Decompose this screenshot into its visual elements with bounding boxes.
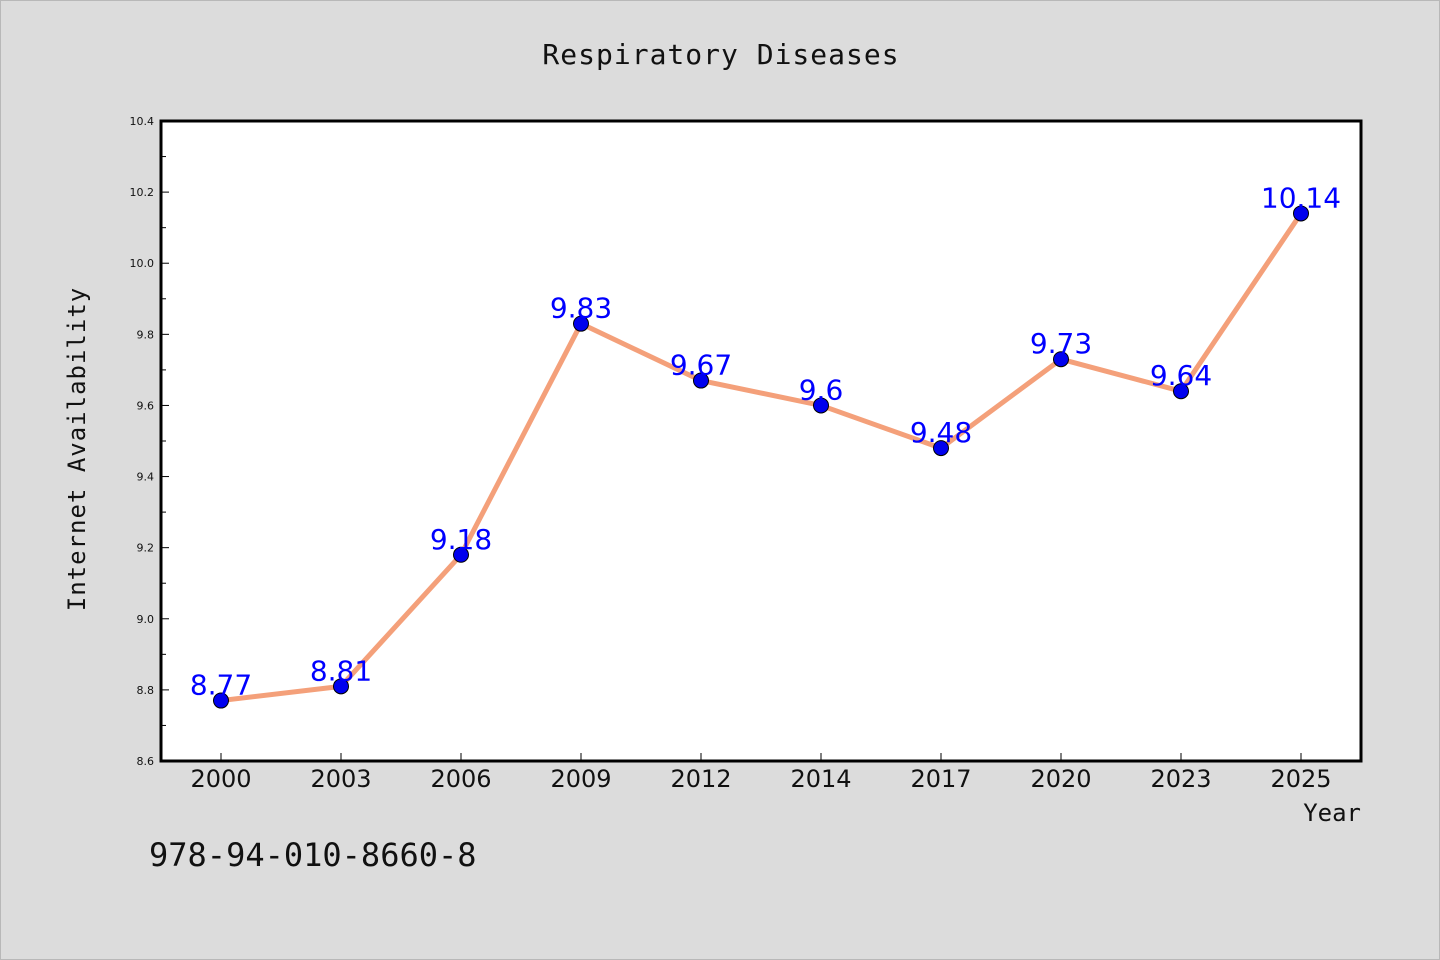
x-tick-label: 2025 [1270,765,1331,793]
data-label: 10.14 [1261,181,1341,214]
data-point [573,315,589,332]
data-point [453,546,469,563]
data-point [213,692,229,709]
data-point [1053,351,1069,368]
y-tick-label: 10.2 [130,186,155,199]
data-point [933,440,949,457]
isbn-footnote: 978-94-010-8660-8 [149,836,477,874]
data-point [333,678,349,695]
chart-title: Respiratory Diseases [542,38,899,71]
y-tick-label: 9.6 [137,399,155,412]
data-point [1173,383,1189,400]
data-markers [213,205,1309,709]
data-label: 9.18 [430,523,492,556]
y-tick-label: 9.8 [137,328,155,341]
x-tick-label: 2006 [430,765,491,793]
y-tick-label: 9.2 [137,542,155,555]
x-tick-label: 2009 [550,765,611,793]
data-label: 9.83 [550,292,612,325]
data-point [693,372,709,389]
y-axis-label: Internet Availability [63,287,91,611]
plot-frame [159,119,1363,763]
data-label: 9.64 [1150,359,1212,392]
y-tick-label: 8.6 [137,755,155,768]
x-tick-label: 2000 [190,765,251,793]
x-tick-label: 2023 [1150,765,1211,793]
x-tick-label: 2014 [790,765,851,793]
data-point [1293,205,1309,222]
data-label: 9.48 [910,416,972,449]
y-tick-label: 9.0 [137,613,155,626]
x-axis-label: Year [1303,799,1361,827]
data-label: 9.73 [1030,327,1092,360]
y-tick-label: 8.8 [137,684,155,697]
x-tick-label: 2012 [670,765,731,793]
y-axis: 8.6 8.8 9.0 9.2 9.4 9.6 9.8 10.0 10.2 10.4 [130,115,169,768]
plot-area [161,121,1361,761]
data-label: 9.6 [799,373,844,406]
data-label: 8.81 [310,654,372,687]
y-tick-label: 10.4 [130,115,155,128]
x-tick-label: 2017 [910,765,971,793]
x-axis: 2000 2003 2006 2009 2012 2014 2017 2020 2023 2025 [190,753,1332,793]
x-tick-label: 2003 [310,765,371,793]
y-tick-label: 10.0 [130,257,155,270]
data-label: 9.67 [670,349,732,382]
data-point [813,397,829,414]
y-tick-label: 9.4 [137,471,155,484]
x-tick-label: 2020 [1030,765,1091,793]
data-label: 8.77 [190,669,252,702]
series-line [218,210,1304,704]
data-labels: 8.77 8.81 9.18 9.83 9.67 9.6 9.48 9.73 9.64 10.14 [190,181,1341,701]
